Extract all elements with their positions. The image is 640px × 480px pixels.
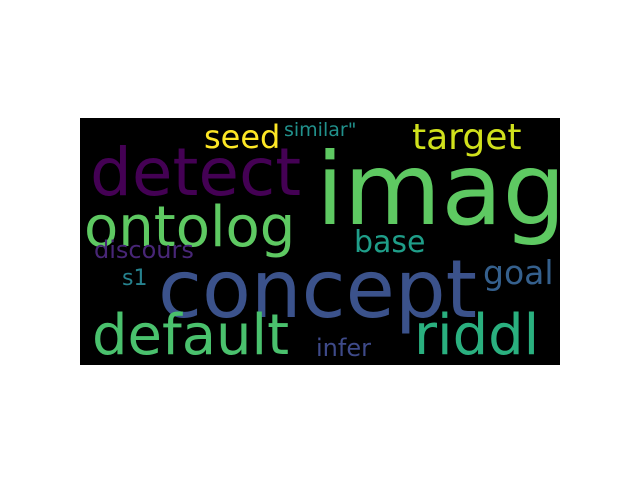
word-seed: seed: [204, 118, 281, 156]
word-target: target: [412, 118, 522, 158]
word-ontolog: ontolog: [84, 195, 296, 260]
word-base: base: [354, 225, 426, 260]
word-default: default: [92, 303, 290, 365]
word-similar: similar": [284, 119, 357, 141]
wordcloud: imag concept detect ontolog default ridd…: [80, 118, 560, 365]
word-infer: infer: [316, 334, 371, 362]
word-discours: discours: [94, 236, 194, 264]
word-detect: detect: [90, 134, 302, 211]
word-s1: s1: [122, 266, 148, 291]
word-goal: goal: [483, 253, 554, 292]
word-concept: concept: [158, 243, 477, 336]
word-riddl: riddl: [414, 303, 540, 365]
word-imag: imag: [316, 131, 560, 248]
